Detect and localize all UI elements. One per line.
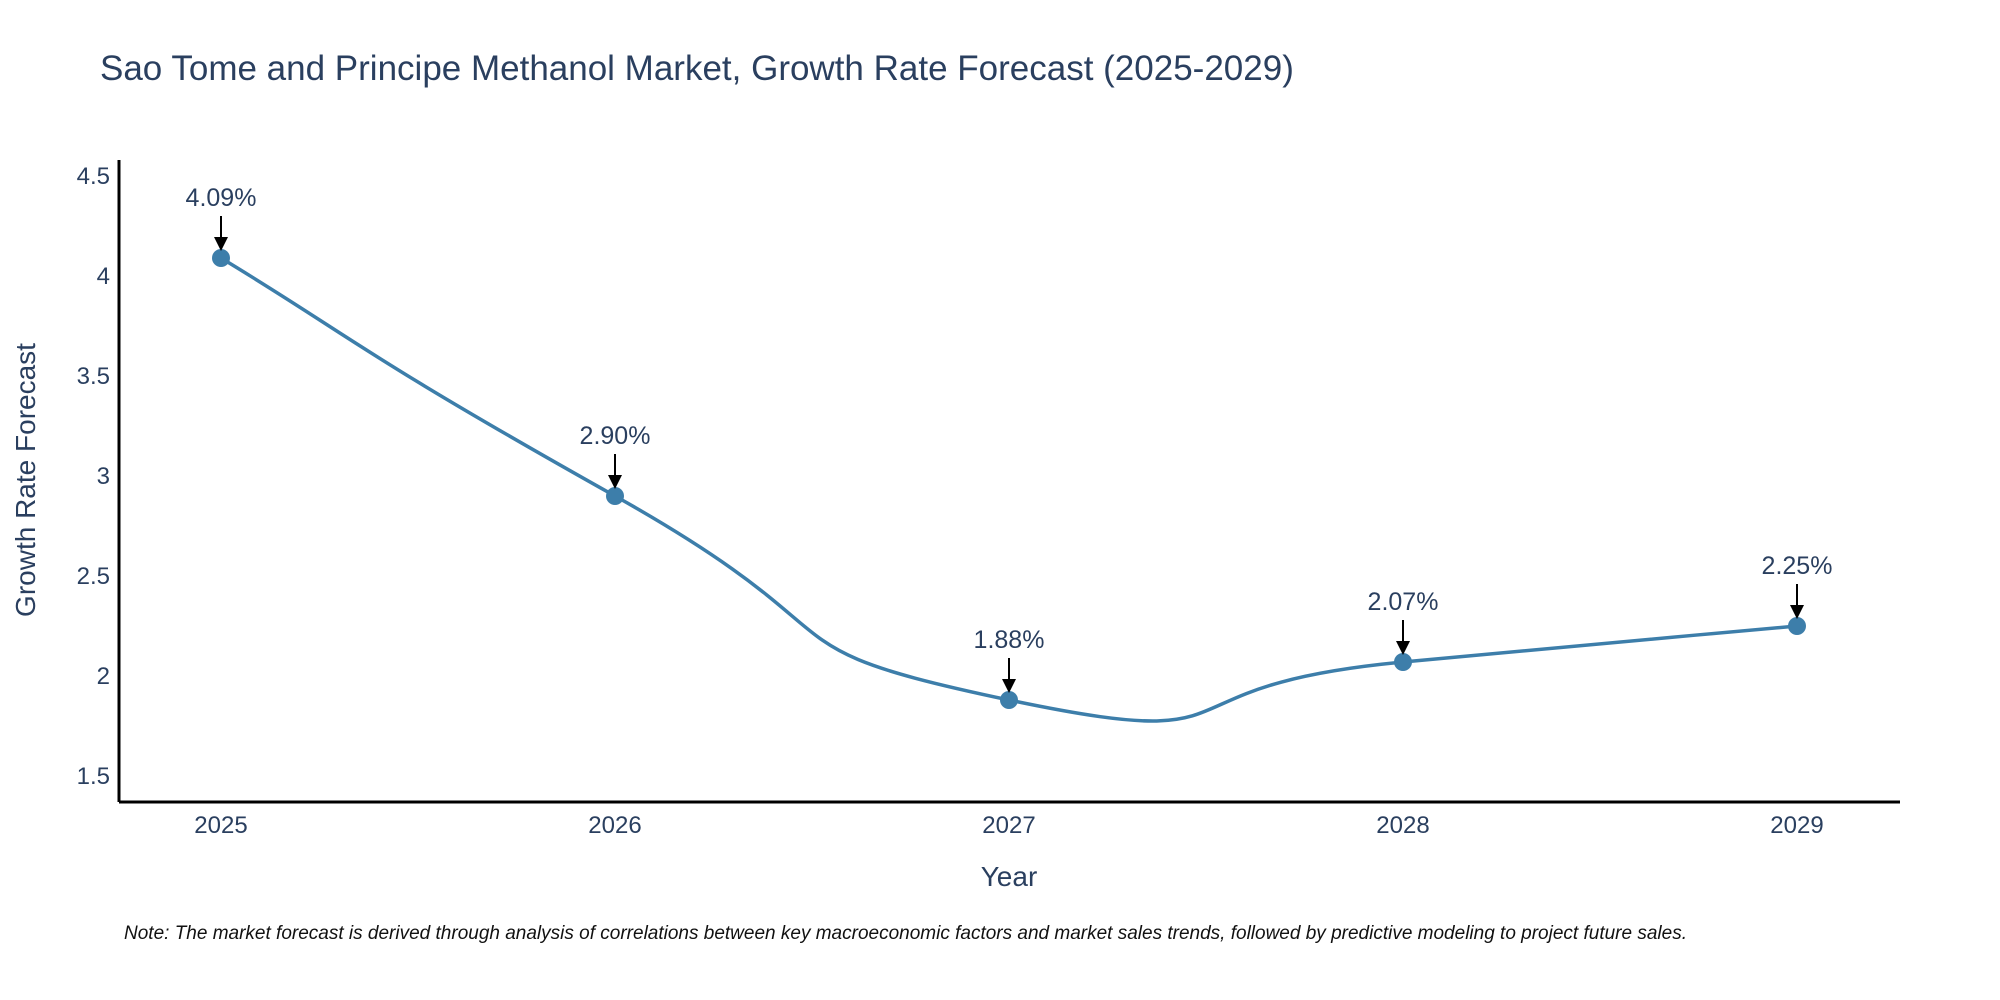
chart-title: Sao Tome and Principe Methanol Market, G… [100, 49, 1294, 88]
x-tick-label: 2028 [1376, 812, 1429, 839]
annotation-arrowhead [608, 475, 622, 489]
y-tick-label: 4.5 [77, 163, 110, 190]
x-tick-label: 2027 [982, 812, 1035, 839]
x-tick-label: 2025 [194, 812, 247, 839]
annotation-arrowhead [1002, 679, 1016, 693]
y-tick-label: 2.5 [77, 563, 110, 590]
annotation-arrowhead [214, 237, 228, 251]
data-point [1788, 617, 1806, 635]
forecast-note: Note: The market forecast is derived thr… [124, 923, 1687, 944]
y-tick-label: 4 [97, 263, 110, 290]
x-tick-label: 2029 [1770, 812, 1823, 839]
y-axis-ticks: 1.5 2 2.5 3 3.5 4 4.5 [77, 163, 110, 790]
data-annotations: 4.09% 2.90% 1.88% 2.07% 2.25% [186, 184, 1833, 693]
annotation-arrowhead [1790, 605, 1804, 619]
data-point [1000, 691, 1018, 709]
series-points [212, 249, 1806, 709]
y-tick-label: 2 [97, 663, 110, 690]
y-tick-label: 3 [97, 463, 110, 490]
y-axis-title: Growth Rate Forecast [10, 343, 41, 617]
y-tick-label: 3.5 [77, 363, 110, 390]
x-axis-title: Year [981, 861, 1038, 892]
data-label: 2.25% [1762, 552, 1833, 580]
data-label: 1.88% [974, 626, 1045, 654]
data-point [606, 487, 624, 505]
data-point [1394, 653, 1412, 671]
data-label: 2.07% [1368, 588, 1439, 616]
annotation-arrowhead [1396, 641, 1410, 655]
data-label: 4.09% [186, 184, 257, 212]
data-point [212, 249, 230, 267]
x-axis-ticks: 2025 2026 2027 2028 2029 [194, 812, 1823, 839]
x-tick-label: 2026 [588, 812, 641, 839]
data-label: 2.90% [580, 422, 651, 450]
y-tick-label: 1.5 [77, 763, 110, 790]
